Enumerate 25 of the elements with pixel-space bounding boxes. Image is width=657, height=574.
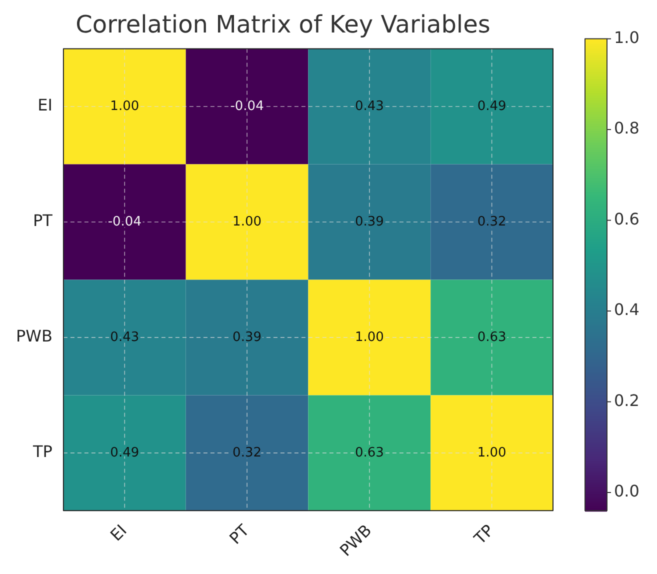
x-tick-label: PT bbox=[226, 520, 253, 548]
color-bar-label: 0.8 bbox=[614, 118, 640, 138]
data-label: -0.04 bbox=[108, 214, 142, 230]
data-label: 0.39 bbox=[232, 330, 262, 345]
data-label: 1.00 bbox=[110, 98, 140, 114]
data-label: 0.49 bbox=[477, 98, 506, 114]
color-bar-label: 0.4 bbox=[614, 300, 640, 320]
y-tick-label: PWB bbox=[16, 326, 52, 346]
data-label: 0.32 bbox=[232, 445, 262, 460]
data-label: 0.63 bbox=[477, 330, 506, 345]
y-tick-label: EI bbox=[38, 96, 52, 115]
color-bar-label: 0.2 bbox=[614, 390, 640, 410]
color-bar-label: 1.0 bbox=[614, 28, 640, 47]
y-tick-label: PT bbox=[33, 211, 53, 230]
x-tick-label: TP bbox=[470, 520, 498, 549]
data-label: 1.00 bbox=[232, 214, 262, 230]
data-label: -0.04 bbox=[230, 98, 264, 114]
data-label: 1.00 bbox=[354, 330, 384, 345]
chart-title: Correlation Matrix of Key Variables bbox=[76, 10, 490, 39]
y-tick-label: TP bbox=[32, 442, 53, 462]
color-bar-label: 0.6 bbox=[614, 209, 640, 228]
data-label: 1.00 bbox=[477, 445, 506, 460]
data-label: 0.32 bbox=[477, 214, 506, 230]
color-bar-label: 0.0 bbox=[614, 482, 640, 501]
x-tick-label: EI bbox=[106, 520, 130, 545]
